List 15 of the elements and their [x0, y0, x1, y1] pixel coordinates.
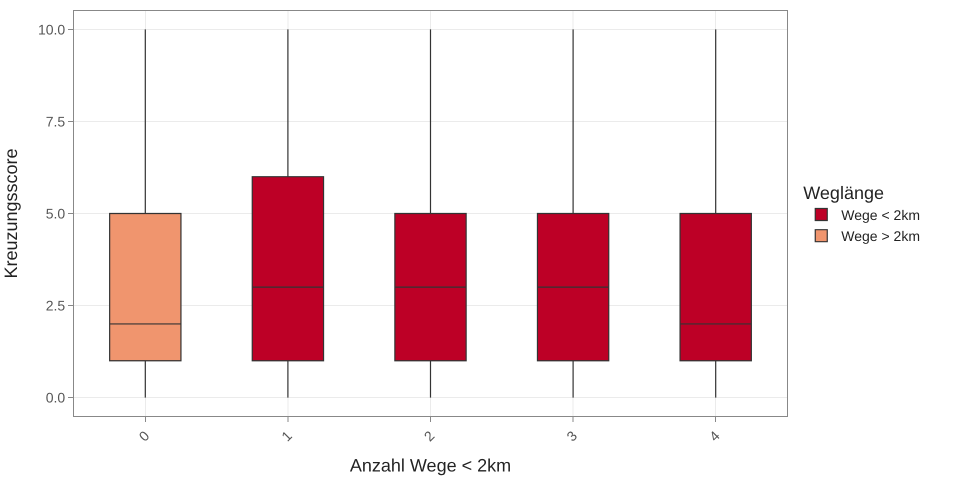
y-tick-label: 2.5: [46, 297, 66, 314]
y-tick-label: 0.0: [46, 389, 66, 406]
y-tick-label: 5.0: [46, 205, 66, 222]
y-tick-label: 7.5: [46, 113, 66, 130]
x-tick-label: 3: [563, 427, 580, 444]
y-axis-title: Kreuzungsscore: [1, 148, 22, 279]
legend-label: Wege < 2km: [841, 206, 920, 223]
x-tick-label: 2: [420, 427, 438, 444]
x-tick-label: 0: [136, 427, 153, 444]
legend-title: Weglänge: [803, 182, 884, 203]
x-axis-title: Anzahl Wege < 2km: [350, 455, 512, 476]
x-tick-label: 1: [278, 427, 296, 444]
legend-label: Wege > 2km: [841, 228, 920, 244]
y-tick-label: 10.0: [38, 21, 66, 38]
x-tick-label: 4: [706, 427, 723, 444]
